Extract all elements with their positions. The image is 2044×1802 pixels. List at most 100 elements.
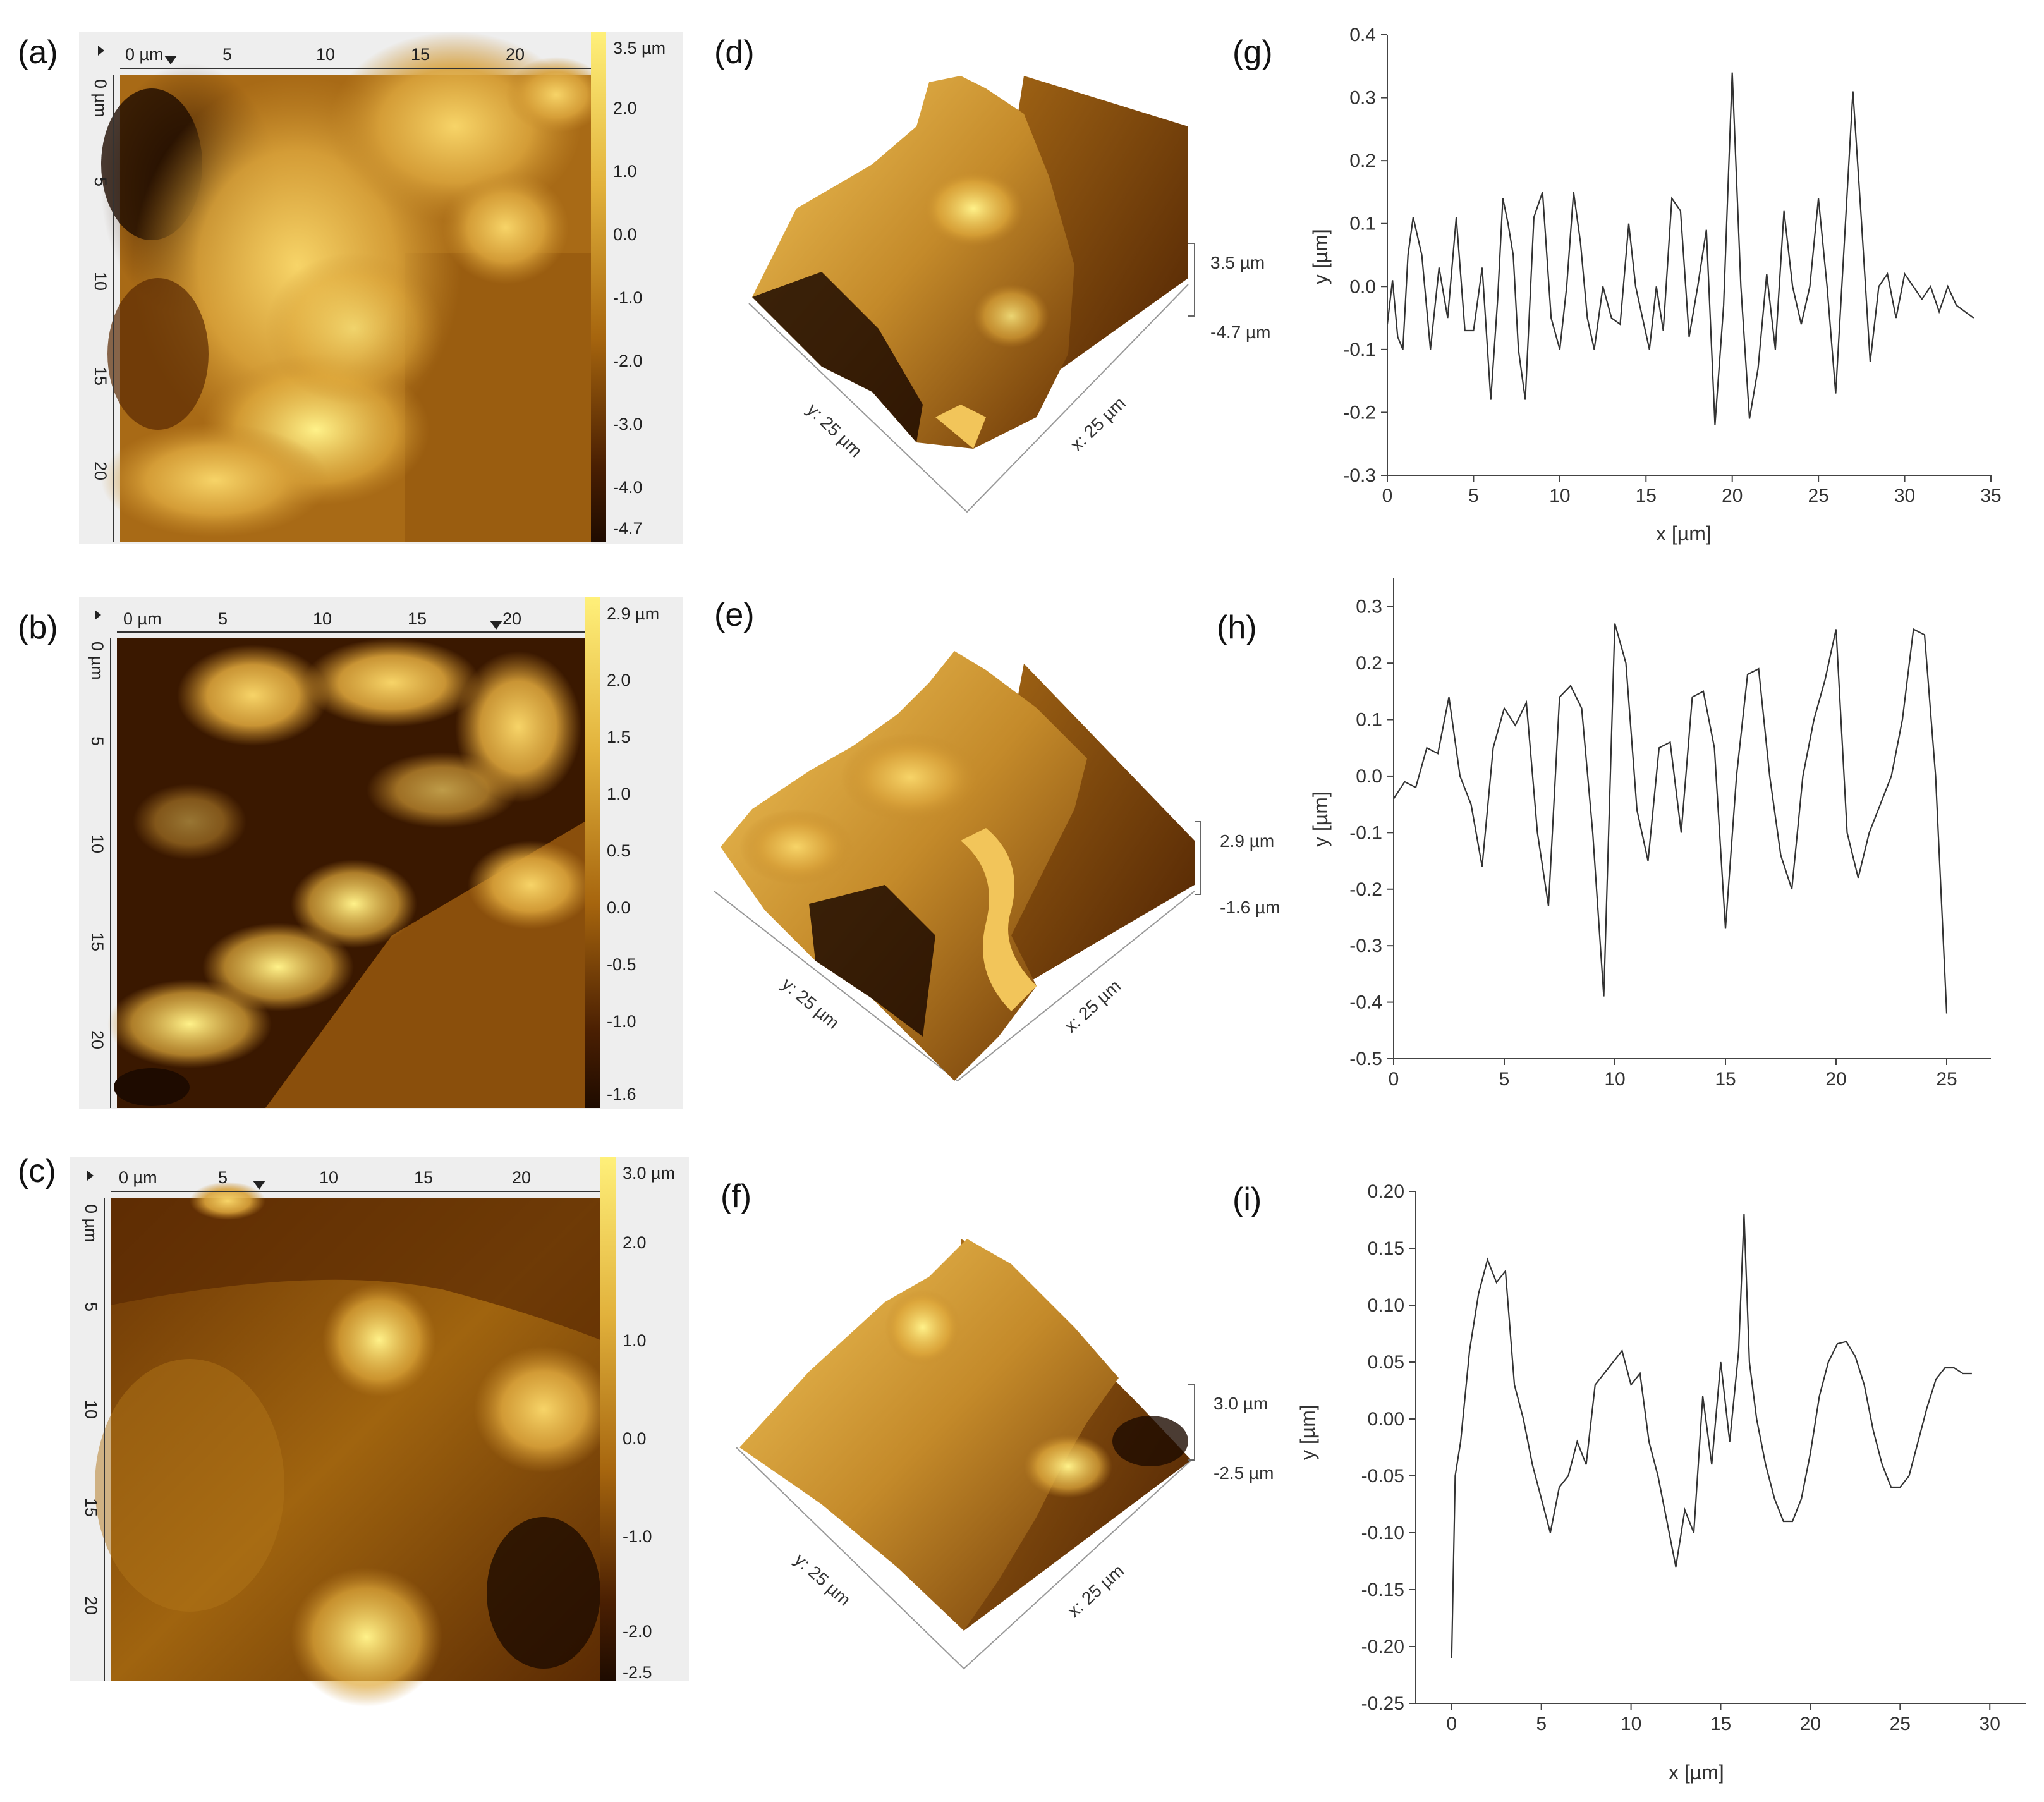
ruler-tick: 20 bbox=[502, 609, 521, 628]
z-min-label: -1.6 µm bbox=[1220, 898, 1280, 917]
panel-label-e: (e) bbox=[714, 597, 755, 633]
panel-label-i: (i) bbox=[1232, 1181, 1262, 1218]
afm-map-panel-c: (c) 0 µm 5 10 15 20 0 µm 5 10 15 bbox=[18, 1153, 689, 1707]
ruler-top: 0 µm 5 10 15 20 bbox=[95, 609, 585, 633]
colorbar-label: -4.0 bbox=[613, 478, 643, 497]
y-tick-label: 0.20 bbox=[1368, 1181, 1404, 1202]
x-tick-label: 0 bbox=[1446, 1714, 1457, 1734]
afm-image-a bbox=[101, 32, 607, 542]
x-tick-label: 20 bbox=[1800, 1714, 1821, 1734]
colorbar-label: 2.9 µm bbox=[607, 604, 659, 623]
x-tick-label: 30 bbox=[1894, 485, 1915, 506]
ruler-tick: 15 bbox=[408, 609, 427, 628]
colorbar-label: 0.0 bbox=[613, 225, 637, 244]
y-axis-label: y: 25 µm bbox=[791, 1549, 855, 1609]
ruler-tick: 5 bbox=[91, 177, 110, 186]
y-tick-label: 0.0 bbox=[1349, 276, 1376, 297]
panel-label-d: (d) bbox=[714, 34, 755, 71]
panel-label-c: (c) bbox=[18, 1153, 56, 1190]
plot-body: 0 5 10 15 20 25 30 -0.25 -0.20 -0.15 -0.10 -0.05 0.0… bbox=[1361, 1181, 2026, 1734]
ruler-tick: 15 bbox=[91, 367, 110, 386]
surface-left-face bbox=[739, 1239, 1119, 1631]
y-tick-label: 0.2 bbox=[1349, 150, 1376, 171]
x-tick-label: 25 bbox=[1808, 485, 1828, 506]
ruler-left: 0 µm 5 10 15 20 bbox=[91, 75, 114, 542]
colorbar-b: 2.9 µm 2.0 1.5 1.0 0.5 0.0 -0.5 -1.0 -1.… bbox=[585, 597, 659, 1108]
x-tick-label: 35 bbox=[1980, 485, 2001, 506]
surface-ridge bbox=[961, 828, 1037, 1011]
x-tick-label: 10 bbox=[1621, 1714, 1641, 1734]
ruler-tick: 15 bbox=[82, 1498, 100, 1517]
z-max-label: 3.0 µm bbox=[1214, 1394, 1268, 1413]
colorbar-label: 1.0 bbox=[607, 784, 631, 803]
y-tick-label: 0.10 bbox=[1368, 1295, 1404, 1316]
colorbar-label: 1.0 bbox=[613, 162, 637, 181]
ruler-tick: 20 bbox=[91, 461, 110, 480]
surface-3d-panel-d: (d) 3.5 µm -4.7 µm y: 25 µm x: 25 µm bbox=[714, 34, 1270, 513]
y-tick-label: -0.2 bbox=[1343, 402, 1376, 423]
y-tick-label: 0.3 bbox=[1349, 88, 1376, 109]
ruler-tick: 0 µm bbox=[125, 45, 164, 64]
profile-series-line bbox=[1451, 1214, 1972, 1659]
y-tick-label: -0.1 bbox=[1343, 339, 1376, 360]
z-max-label: 3.5 µm bbox=[1210, 253, 1265, 272]
y-axis-title: y [µm] bbox=[1309, 791, 1332, 847]
play-arrow-icon bbox=[98, 46, 104, 56]
afm-map-panel-a: (a) 0 µm 5 10 15 20 0 µm bbox=[18, 32, 683, 544]
ruler-tick: 5 bbox=[218, 1168, 228, 1187]
colorbar-label: 3.0 µm bbox=[623, 1164, 675, 1183]
x-tick-label: 20 bbox=[1722, 485, 1743, 506]
afm-image-c bbox=[95, 1182, 613, 1707]
x-tick-label: 15 bbox=[1715, 1069, 1736, 1090]
panel-label-a: (a) bbox=[18, 34, 58, 71]
colorbar-label: 3.5 µm bbox=[613, 39, 666, 58]
ruler-tick: 10 bbox=[82, 1400, 100, 1419]
ruler-tick: 10 bbox=[313, 609, 332, 628]
ruler-tick: 5 bbox=[88, 736, 107, 746]
y-tick-label: 0.3 bbox=[1356, 597, 1382, 618]
plot-body: 0 5 10 15 20 25 30 35 -0.3 -0.2 -0.1 0.0 0.1 0.2 0.3 0.… bbox=[1343, 25, 2001, 506]
y-axis-title: y [µm] bbox=[1296, 1404, 1319, 1460]
surface-dark-valley bbox=[752, 272, 923, 442]
ruler-tick: 0 µm bbox=[91, 79, 110, 118]
ruler-tick: 15 bbox=[88, 932, 107, 951]
x-tick-label: 25 bbox=[1890, 1714, 1911, 1734]
colorbar-label: 2.0 bbox=[607, 671, 631, 690]
y-axis-label: y: 25 µm bbox=[803, 399, 866, 461]
x-axis-label: x: 25 µm bbox=[1064, 1561, 1128, 1621]
profile-series-line bbox=[1393, 623, 1948, 1014]
x-tick-label: 15 bbox=[1710, 1714, 1731, 1734]
colorbar-label: -0.5 bbox=[607, 955, 636, 974]
surface-3d-panel-f: (f) 3.0 µm -2.5 µm y: 25 µm x: 25 µm bbox=[721, 1178, 1274, 1670]
z-max-label: 2.9 µm bbox=[1220, 831, 1274, 851]
surface-base-frame bbox=[748, 284, 1189, 513]
colorbar-label: -2.0 bbox=[613, 351, 643, 370]
colorbar-label: 0.0 bbox=[623, 1429, 647, 1448]
ruler-top: 0 µm 5 10 15 20 bbox=[87, 1168, 600, 1192]
surface-dark-valley bbox=[1112, 1416, 1188, 1466]
marker-triangle-icon bbox=[164, 56, 177, 64]
x-tick-label: 0 bbox=[1389, 1069, 1399, 1090]
y-tick-label: -0.5 bbox=[1349, 1049, 1382, 1069]
y-axis-label: y: 25 µm bbox=[778, 974, 843, 1033]
x-axis-label: x: 25 µm bbox=[1061, 976, 1124, 1036]
x-tick-label: 5 bbox=[1468, 485, 1479, 506]
panel-label-f: (f) bbox=[721, 1178, 751, 1215]
colorbar-label: -1.0 bbox=[613, 288, 643, 307]
colorbar-label: 2.0 bbox=[613, 99, 637, 118]
ruler-tick: 15 bbox=[414, 1168, 433, 1187]
surface-base-frame bbox=[736, 1447, 1192, 1670]
surface-highlight bbox=[841, 733, 980, 822]
y-tick-label: 0.1 bbox=[1356, 710, 1382, 731]
colorbar-label: -1.0 bbox=[607, 1012, 636, 1031]
x-axis-title: x [µm] bbox=[1669, 1761, 1724, 1784]
y-tick-label: -0.3 bbox=[1349, 935, 1382, 956]
z-min-label: -2.5 µm bbox=[1214, 1463, 1274, 1483]
y-axis-title: y [µm] bbox=[1309, 229, 1332, 284]
ruler-tick: 0 µm bbox=[119, 1168, 157, 1187]
colorbar-a: 3.5 µm 2.0 1.0 0.0 -1.0 -2.0 -3.0 -4.0 -… bbox=[591, 32, 666, 542]
marker-triangle-icon bbox=[253, 1181, 265, 1190]
surface-highlight bbox=[739, 809, 853, 885]
afm-map-panel-b: (b) 0 µm 5 10 15 20 0 µm bbox=[18, 597, 683, 1109]
x-axis-title: x [µm] bbox=[1656, 522, 1712, 545]
